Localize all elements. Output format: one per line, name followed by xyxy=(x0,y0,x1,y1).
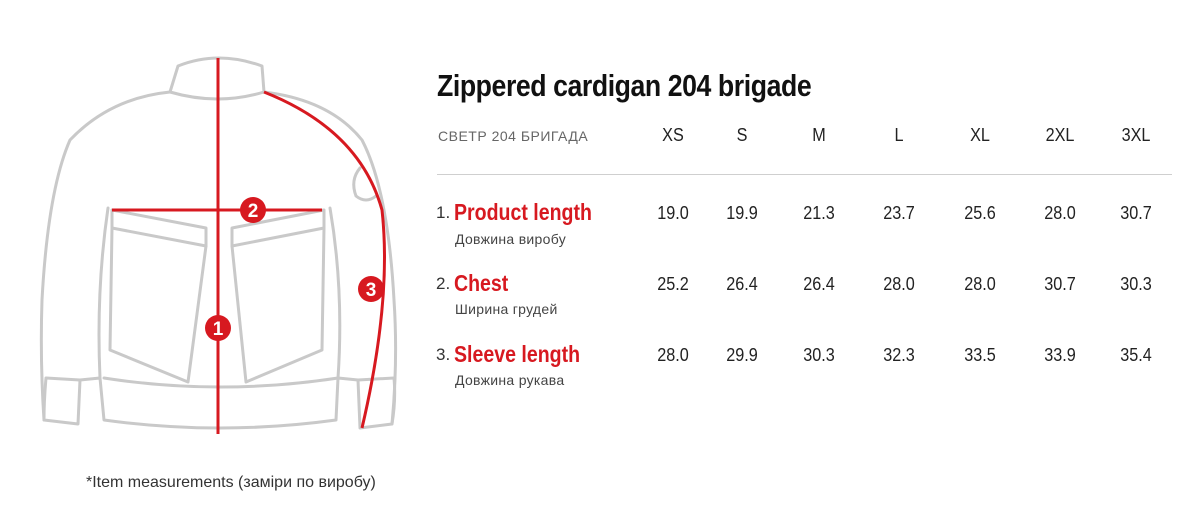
table-cell: 30.7 xyxy=(1120,203,1152,223)
size-header-3xl: 3XL xyxy=(1121,125,1151,145)
table-cell: 30.7 xyxy=(1044,274,1076,294)
size-header-s: S xyxy=(736,125,748,145)
svg-text:2: 2 xyxy=(248,201,259,222)
table-cell: 19.9 xyxy=(726,203,758,223)
row-subtitle: Ширина грудей xyxy=(455,301,558,317)
table-cell: 26.4 xyxy=(803,274,835,294)
cardigan-sketch: 1 2 3 xyxy=(39,56,398,434)
size-header-l: L xyxy=(894,125,904,145)
table-cell: 25.2 xyxy=(657,274,689,294)
svg-text:1: 1 xyxy=(213,319,224,340)
row-number: 3. xyxy=(436,345,451,364)
product-title: Zippered cardigan 204 brigade xyxy=(437,68,812,103)
size-header-xl: XL xyxy=(970,125,990,145)
sleeve-measure-line xyxy=(263,90,386,429)
table-cell: 35.4 xyxy=(1120,345,1152,365)
row-subtitle: Довжина виробу xyxy=(455,231,567,247)
table-cell: 19.0 xyxy=(657,203,689,223)
measurement-footnote: *Item measurements (заміри по виробу) xyxy=(86,474,376,491)
row-subtitle: Довжина рукава xyxy=(455,372,565,388)
size-header-xs: XS xyxy=(662,125,684,145)
table-header-label: СВЕТР 204 БРИГАДА xyxy=(438,128,589,144)
table-cell: 29.9 xyxy=(726,345,758,365)
table-cell: 25.6 xyxy=(964,203,996,223)
table-divider xyxy=(437,174,1172,175)
size-header-m: M xyxy=(812,125,826,145)
table-cell: 21.3 xyxy=(803,203,835,223)
row-name-sleeve-length: Sleeve length xyxy=(454,341,581,367)
size-header-2xl: 2XL xyxy=(1045,125,1075,145)
marker-3: 3 xyxy=(358,276,384,302)
row-name-product-length: Product length xyxy=(454,199,592,225)
row-name-chest: Chest xyxy=(454,270,509,296)
table-cell: 28.0 xyxy=(964,274,996,294)
marker-2: 2 xyxy=(240,197,266,223)
marker-1: 1 xyxy=(205,315,231,341)
table-cell: 30.3 xyxy=(803,345,835,365)
table-cell: 28.0 xyxy=(883,274,915,294)
table-cell: 23.7 xyxy=(883,203,915,223)
svg-text:3: 3 xyxy=(366,280,377,301)
row-number: 2. xyxy=(436,274,451,293)
table-cell: 33.5 xyxy=(964,345,996,365)
table-cell: 28.0 xyxy=(657,345,689,365)
table-cell: 32.3 xyxy=(883,345,915,365)
row-number: 1. xyxy=(436,203,451,222)
table-cell: 26.4 xyxy=(726,274,758,294)
table-cell: 33.9 xyxy=(1044,345,1076,365)
table-cell: 28.0 xyxy=(1044,203,1076,223)
table-cell: 30.3 xyxy=(1120,274,1152,294)
